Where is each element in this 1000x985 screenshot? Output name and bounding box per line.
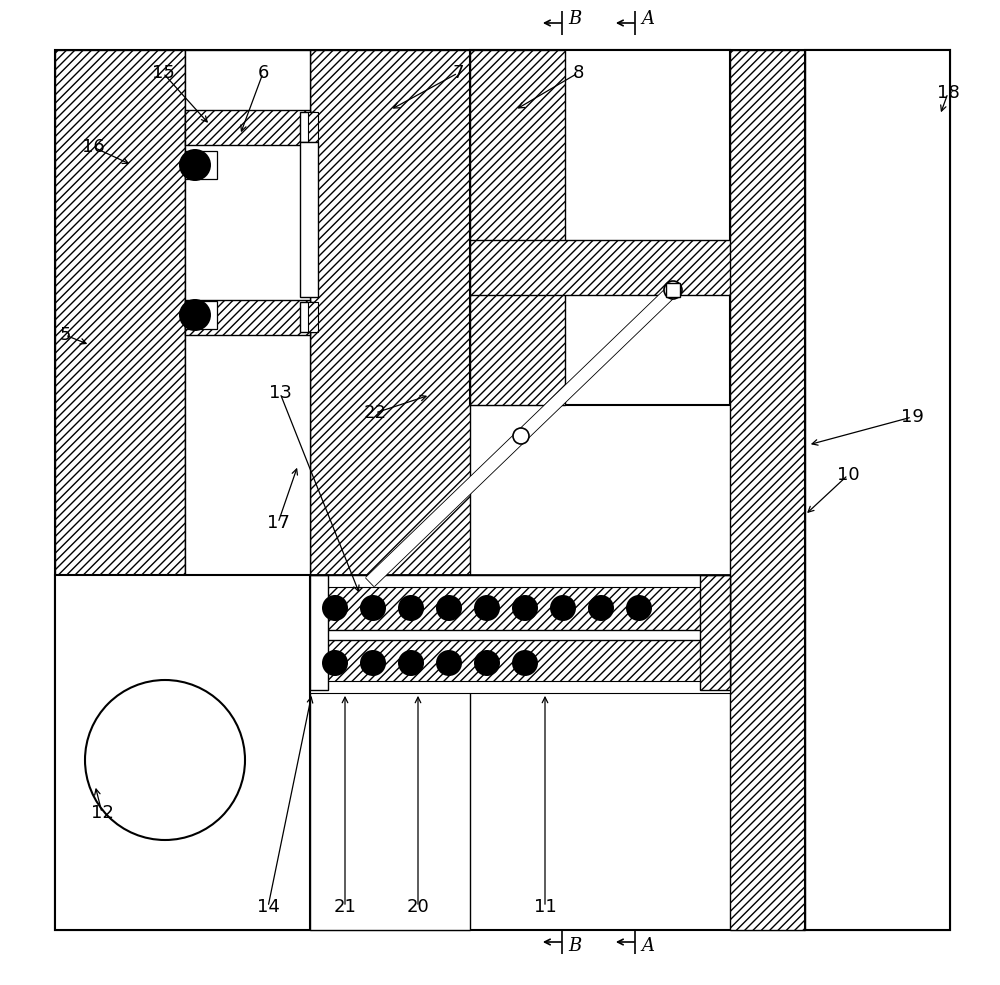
- Text: B: B: [568, 937, 581, 955]
- Text: 10: 10: [837, 466, 859, 484]
- Text: 5: 5: [59, 326, 71, 344]
- Text: B: B: [568, 10, 581, 28]
- Bar: [310, 585, 730, 630]
- Bar: [310, 575, 730, 690]
- Circle shape: [664, 281, 682, 299]
- Circle shape: [512, 650, 538, 676]
- Text: 8: 8: [572, 64, 584, 82]
- Bar: [55, 50, 950, 930]
- Circle shape: [626, 595, 652, 621]
- Bar: [300, 302, 315, 332]
- Circle shape: [474, 650, 500, 676]
- Bar: [55, 575, 310, 930]
- Text: 7: 7: [452, 64, 464, 82]
- Text: 13: 13: [269, 384, 291, 402]
- Circle shape: [436, 650, 462, 676]
- Circle shape: [322, 595, 348, 621]
- Text: 14: 14: [257, 898, 279, 916]
- Bar: [470, 50, 730, 405]
- Bar: [730, 50, 805, 930]
- Bar: [700, 575, 730, 690]
- Bar: [300, 142, 318, 297]
- Bar: [310, 575, 470, 930]
- Circle shape: [550, 595, 576, 621]
- Text: 17: 17: [267, 514, 289, 532]
- Bar: [185, 151, 217, 179]
- Circle shape: [512, 595, 538, 621]
- Circle shape: [513, 428, 529, 444]
- Text: 20: 20: [407, 898, 429, 916]
- Bar: [185, 300, 310, 335]
- Circle shape: [360, 650, 386, 676]
- Circle shape: [360, 595, 386, 621]
- Text: 15: 15: [152, 64, 174, 82]
- Text: 19: 19: [901, 408, 923, 426]
- Text: 18: 18: [937, 84, 959, 102]
- Bar: [185, 301, 217, 329]
- Bar: [310, 575, 730, 587]
- Bar: [666, 283, 680, 297]
- Circle shape: [588, 595, 614, 621]
- Circle shape: [474, 595, 500, 621]
- Polygon shape: [366, 286, 677, 586]
- Text: 21: 21: [334, 898, 356, 916]
- Text: A: A: [641, 10, 654, 28]
- Bar: [300, 112, 315, 142]
- Text: A: A: [641, 937, 654, 955]
- Bar: [310, 575, 328, 690]
- Bar: [55, 50, 185, 575]
- Circle shape: [436, 595, 462, 621]
- Text: 16: 16: [82, 138, 104, 156]
- Circle shape: [85, 680, 245, 840]
- Bar: [470, 240, 935, 295]
- Bar: [310, 50, 470, 575]
- Circle shape: [179, 149, 211, 181]
- Circle shape: [398, 595, 424, 621]
- Text: 11: 11: [534, 898, 556, 916]
- Bar: [805, 50, 950, 930]
- Bar: [308, 112, 318, 142]
- Circle shape: [179, 299, 211, 331]
- Bar: [470, 50, 565, 405]
- Circle shape: [398, 650, 424, 676]
- Text: 12: 12: [91, 804, 113, 822]
- Bar: [185, 110, 310, 145]
- Bar: [310, 640, 730, 685]
- Text: 6: 6: [257, 64, 269, 82]
- Circle shape: [322, 650, 348, 676]
- Text: 22: 22: [364, 404, 386, 422]
- Bar: [308, 302, 318, 332]
- Bar: [185, 50, 310, 575]
- Bar: [310, 681, 730, 693]
